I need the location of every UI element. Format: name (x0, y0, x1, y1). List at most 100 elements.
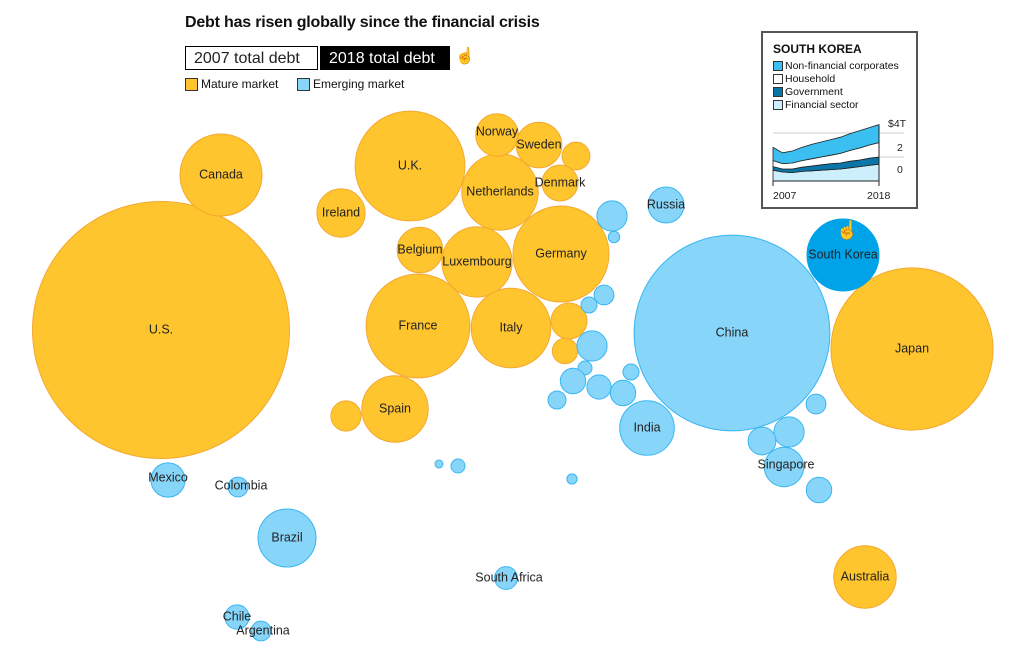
bubble-label: Chile (223, 609, 252, 623)
bubble-label: Canada (199, 167, 243, 181)
tooltip-legend-government: Government (773, 86, 843, 98)
bubble-label: Colombia (215, 478, 268, 492)
bubble-label: Japan (895, 341, 929, 355)
south-korea-area-chart: $4T 2 0 2007 2018 (772, 118, 907, 202)
bubble-argentina[interactable] (250, 620, 272, 642)
legend-swatch-emerging (297, 77, 310, 91)
bubble-label: Italy (500, 320, 524, 334)
bubble-russia[interactable] (647, 186, 685, 224)
cursor-hand-icon: ☝ (836, 220, 859, 240)
legend-swatch (773, 74, 783, 84)
bubble-label: Germany (535, 246, 587, 260)
tooltip-legend-household: Household (773, 73, 835, 85)
bubble-label: Sweden (516, 137, 561, 151)
bubble-u-s-[interactable] (32, 201, 290, 459)
bubble-canada[interactable] (179, 133, 263, 217)
bubble-ireland[interactable] (316, 188, 366, 238)
legend-swatch (773, 100, 783, 110)
bubble-singapore[interactable] (763, 446, 805, 488)
x-tick-label: 2007 (773, 190, 797, 202)
bubble-label: Mexico (148, 470, 188, 484)
chart-title: Debt has risen globally since the financ… (185, 14, 540, 31)
bubble-unlabeled[interactable] (559, 367, 587, 395)
bubble-unlabeled[interactable] (805, 476, 833, 504)
bubble-label: Luxembourg (442, 254, 512, 268)
bubble-italy[interactable] (470, 287, 552, 369)
x-tick-label: 2018 (867, 190, 891, 202)
y-tick-label: 0 (897, 164, 903, 176)
bubble-unlabeled[interactable] (773, 416, 805, 448)
bubble-label: Norway (476, 124, 519, 138)
bubble-label: France (399, 318, 438, 332)
bubble-unlabeled[interactable] (747, 426, 777, 456)
bubble-label: Brazil (271, 530, 302, 544)
bubble-mexico[interactable] (150, 462, 186, 498)
bubble-france[interactable] (365, 273, 471, 379)
bubble-colombia[interactable] (227, 476, 249, 498)
bubble-luxembourg[interactable] (441, 226, 513, 298)
legend-mature-market: Mature market (185, 77, 278, 91)
bubble-unlabeled[interactable] (450, 458, 466, 474)
bubble-denmark[interactable] (541, 164, 579, 202)
bubble-unlabeled[interactable] (609, 379, 637, 407)
bubble-unlabeled[interactable] (596, 200, 628, 232)
bubble-unlabeled[interactable] (607, 230, 621, 244)
bubble-label: Australia (841, 569, 890, 583)
tooltip-legend-nfc: Non-financial corporates (773, 60, 899, 72)
bubble-unlabeled[interactable] (576, 330, 608, 362)
bubble-unlabeled[interactable] (566, 473, 578, 485)
bubble-label: Ireland (322, 205, 360, 219)
bubble-india[interactable] (619, 400, 675, 456)
bubble-south-africa[interactable] (494, 566, 518, 590)
south-korea-tooltip: SOUTH KOREA Non-financial corporates Hou… (761, 31, 918, 209)
bubble-china[interactable] (633, 234, 831, 432)
bubble-label: Singapore (758, 457, 815, 471)
bubble-japan[interactable] (830, 267, 994, 431)
bubble-south-korea[interactable] (806, 218, 880, 292)
bubble-unlabeled[interactable] (580, 296, 598, 314)
bubble-u-k-[interactable] (354, 110, 466, 222)
bubble-label: U.K. (398, 158, 422, 172)
legend-label: Mature market (201, 77, 279, 91)
bubble-label: South Korea (808, 247, 878, 261)
bubble-label: China (716, 325, 749, 339)
tooltip-title: SOUTH KOREA (773, 42, 862, 56)
bubble-unlabeled[interactable] (330, 400, 362, 432)
bubble-label: U.S. (149, 322, 173, 336)
y-tick-label: $4T (888, 118, 907, 130)
bubble-germany[interactable] (512, 205, 610, 303)
bubble-unlabeled[interactable] (622, 363, 640, 381)
bubble-belgium[interactable] (396, 226, 444, 274)
bubble-spain[interactable] (361, 375, 429, 443)
bubble-unlabeled[interactable] (805, 393, 827, 415)
legend-label: Household (785, 73, 836, 85)
bubble-label: Russia (647, 197, 685, 211)
legend-label: Financial sector (785, 99, 859, 111)
bubble-unlabeled[interactable] (586, 374, 612, 400)
bubble-label: Spain (379, 401, 411, 415)
bubble-unlabeled[interactable] (593, 284, 615, 306)
legend-swatch (773, 87, 783, 97)
legend-swatch-mature (185, 77, 198, 91)
legend-swatch (773, 61, 783, 71)
tooltip-legend-financial: Financial sector (773, 99, 859, 111)
legend-label: Government (785, 86, 843, 98)
bubble-brazil[interactable] (257, 508, 317, 568)
bubble-unlabeled[interactable] (434, 459, 444, 469)
bubble-unlabeled[interactable] (547, 390, 567, 410)
toggle-2018-total-debt[interactable]: 2018 total debt (320, 46, 450, 70)
bubble-chile[interactable] (224, 604, 250, 630)
bubble-unlabeled[interactable] (551, 337, 579, 365)
legend-label: Emerging market (313, 77, 405, 91)
bubble-australia[interactable] (833, 545, 897, 609)
bubble-label: Argentina (236, 623, 290, 637)
bubble-label: Netherlands (466, 184, 533, 198)
legend-emerging-market: Emerging market (297, 77, 404, 91)
bubble-sweden[interactable] (515, 121, 563, 169)
hand-pointer-icon: ☝ (455, 48, 475, 65)
bubble-label: Denmark (535, 175, 586, 189)
bubble-label: South Africa (475, 570, 542, 584)
toggle-2007-total-debt[interactable]: 2007 total debt (185, 46, 318, 70)
bubble-unlabeled[interactable] (561, 141, 591, 171)
